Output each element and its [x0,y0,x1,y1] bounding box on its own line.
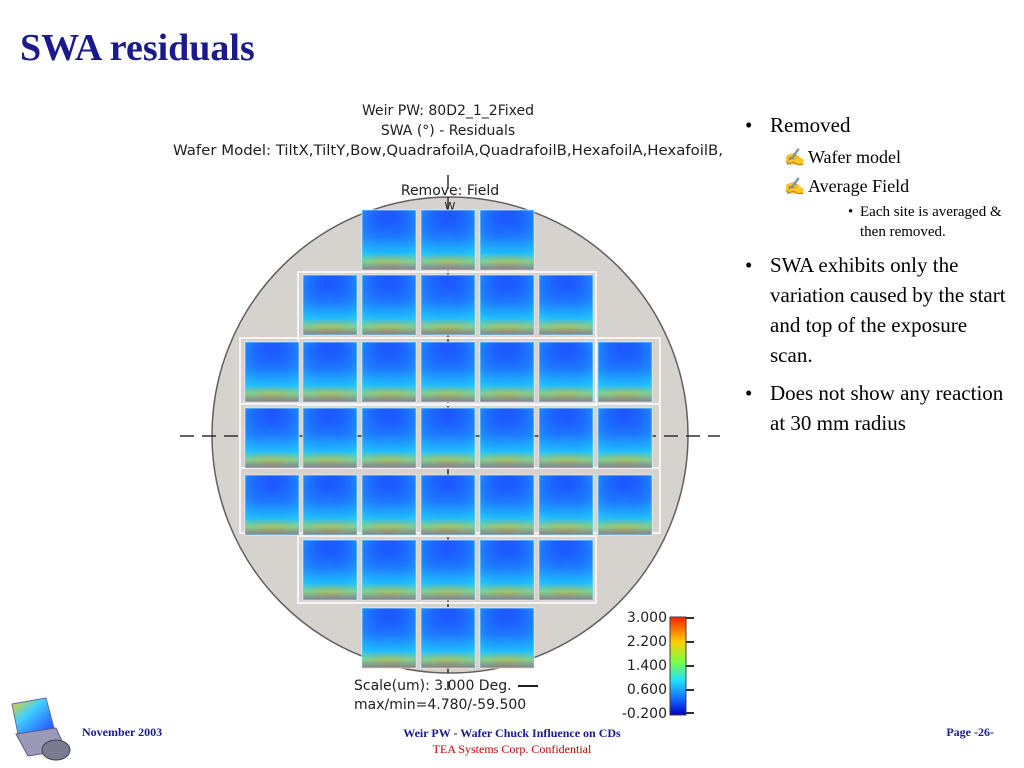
exposure-field-shading [362,342,416,402]
exposure-field-shading [421,608,475,668]
sub-bullet-wafer-model: ✍ Wafer model [770,146,1010,169]
exposure-field-shading [539,540,593,600]
exposure-field-shading [598,408,652,468]
exposure-field-shading [303,540,357,600]
exposure-field-shading [421,408,475,468]
slide-title: SWA residuals [20,27,255,69]
exposure-field-shading [245,342,299,402]
sub-bullet-average-field: ✍ Average Field [770,175,1010,198]
exposure-field-shading [421,342,475,402]
exposure-field-shading [362,210,416,270]
footer-center: Weir PW - Wafer Chuck Influence on CDs T… [312,725,712,757]
exposure-field-shading [480,408,534,468]
bullet-text: SWA exhibits only the variation caused b… [770,253,1006,367]
scale-label: Scale(um): 3.000 Deg. [354,678,512,694]
exposure-field-shading [303,342,357,402]
pencil-icon: ✍ [784,148,806,167]
pencil-icon: ✍ [784,177,806,196]
exposure-field-shading [539,275,593,335]
figure-title-1: Weir PW: 80D2_1_2Fixed [362,103,534,119]
max-min-label: max/min=4.780/-59.500 [354,697,526,713]
company-logo [6,694,72,762]
sub-bullet-text: Average Field [808,176,910,196]
colorbar-tick-label: -0.200 [622,706,667,720]
footer-date: November 2003 [82,725,163,739]
bullet-list: Removed ✍ Wafer model ✍ Average Field Ea… [745,110,1010,446]
figure-title-3: Wafer Model: TiltX,TiltY,Bow,QuadrafoilA… [173,143,723,159]
colorbar-tick-label: 0.600 [627,682,667,698]
exposure-field-shading [539,475,593,535]
bullet-removed-text: Removed [770,113,851,137]
exposure-field-shading [245,408,299,468]
sub-sub-bullet-each-site: Each site is averaged & then removed. [770,202,1010,242]
exposure-field-shading [539,408,593,468]
exposure-field-shading [480,540,534,600]
remove-field-label: Remove: Field [401,183,499,199]
exposure-field-shading [421,475,475,535]
exposure-field-shading [421,275,475,335]
sub-bullet-text: Wafer model [808,147,902,167]
exposure-field-shading [480,342,534,402]
colorbar-ticks [686,617,694,714]
exposure-field-shading [421,540,475,600]
exposure-field-shading [539,342,593,402]
bullet-no-reaction: Does not show any reaction at 30 mm radi… [745,378,1010,438]
exposure-field-shading [362,408,416,468]
exposure-field-grid [239,209,661,669]
exposure-field-shading [480,210,534,270]
exposure-field-shading [421,210,475,270]
exposure-field-shading [362,275,416,335]
wafer-residual-map: Weir PW: 80D2_1_2Fixed SWA (°) - Residua… [170,90,730,720]
colorbar [669,616,687,716]
bullet-removed: Removed ✍ Wafer model ✍ Average Field Ea… [745,110,1010,242]
exposure-field-shading [303,275,357,335]
exposure-field-shading [303,475,357,535]
exposure-field-shading [362,540,416,600]
figure-title-2: SWA (°) - Residuals [381,123,515,139]
colorbar-tick-label: 1.400 [627,658,667,674]
exposure-field-shading [362,608,416,668]
bullet-swa-exhibits: SWA exhibits only the variation caused b… [745,250,1010,370]
colorbar-tick-label: 3.000 [627,610,667,626]
bullet-text: Does not show any reaction at 30 mm radi… [770,381,1004,435]
exposure-field-shading [598,342,652,402]
exposure-field-shading [245,475,299,535]
exposure-field-shading [303,408,357,468]
sub-sub-bullet-text: Each site is averaged & then removed. [860,204,1002,240]
footer-page-number: Page -26- [946,725,994,739]
footer-title: Weir PW - Wafer Chuck Influence on CDs [403,726,621,740]
exposure-field-shading [598,475,652,535]
field-band-outline [297,535,597,604]
exposure-field-shading [362,475,416,535]
exposure-field-shading [480,275,534,335]
wafer-notch-label: W [445,200,456,213]
exposure-field-shading [480,475,534,535]
exposure-field-shading [480,608,534,668]
colorbar-tick-label: 2.200 [627,634,667,650]
footer-confidential: TEA Systems Corp. Confidential [432,742,592,756]
